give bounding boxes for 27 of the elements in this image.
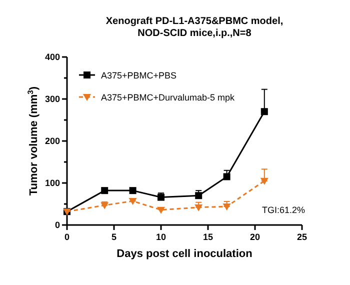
- x-tick-label: 20: [250, 232, 260, 242]
- point: [157, 206, 165, 214]
- point: [222, 204, 231, 211]
- point: [128, 198, 137, 206]
- point: [101, 187, 108, 194]
- y-tick-label: 200: [44, 136, 60, 146]
- point: [260, 108, 268, 116]
- y-tick-label: 400: [44, 52, 60, 62]
- point: [194, 204, 203, 212]
- annotation: TGI:61.2%: [262, 205, 305, 215]
- legend-label: A375+PBMC+Durvalumab-5 mpk: [101, 92, 236, 102]
- x-tick-label: 15: [202, 232, 214, 242]
- chart-title: Xenograft PD-L1-A375&PBMC model, NOD-SCID mice,i.p.,N=8: [106, 16, 284, 39]
- point: [129, 187, 136, 194]
- y-tick-label: 100: [44, 178, 60, 188]
- legend-label: A375+PBMC+PBS: [101, 70, 177, 80]
- x-tick-label: 5: [111, 232, 117, 242]
- x-tick-label: 10: [156, 232, 166, 242]
- x-tick-label: 25: [296, 232, 308, 242]
- point: [223, 173, 230, 180]
- point: [100, 202, 109, 210]
- y-tick-label: 0: [54, 220, 60, 230]
- x-tick-label: 0: [64, 232, 70, 242]
- y-tick-label: 300: [44, 94, 60, 104]
- x-axis-title: Days post cell inoculation: [116, 248, 253, 260]
- point: [158, 194, 164, 201]
- point: [195, 192, 202, 200]
